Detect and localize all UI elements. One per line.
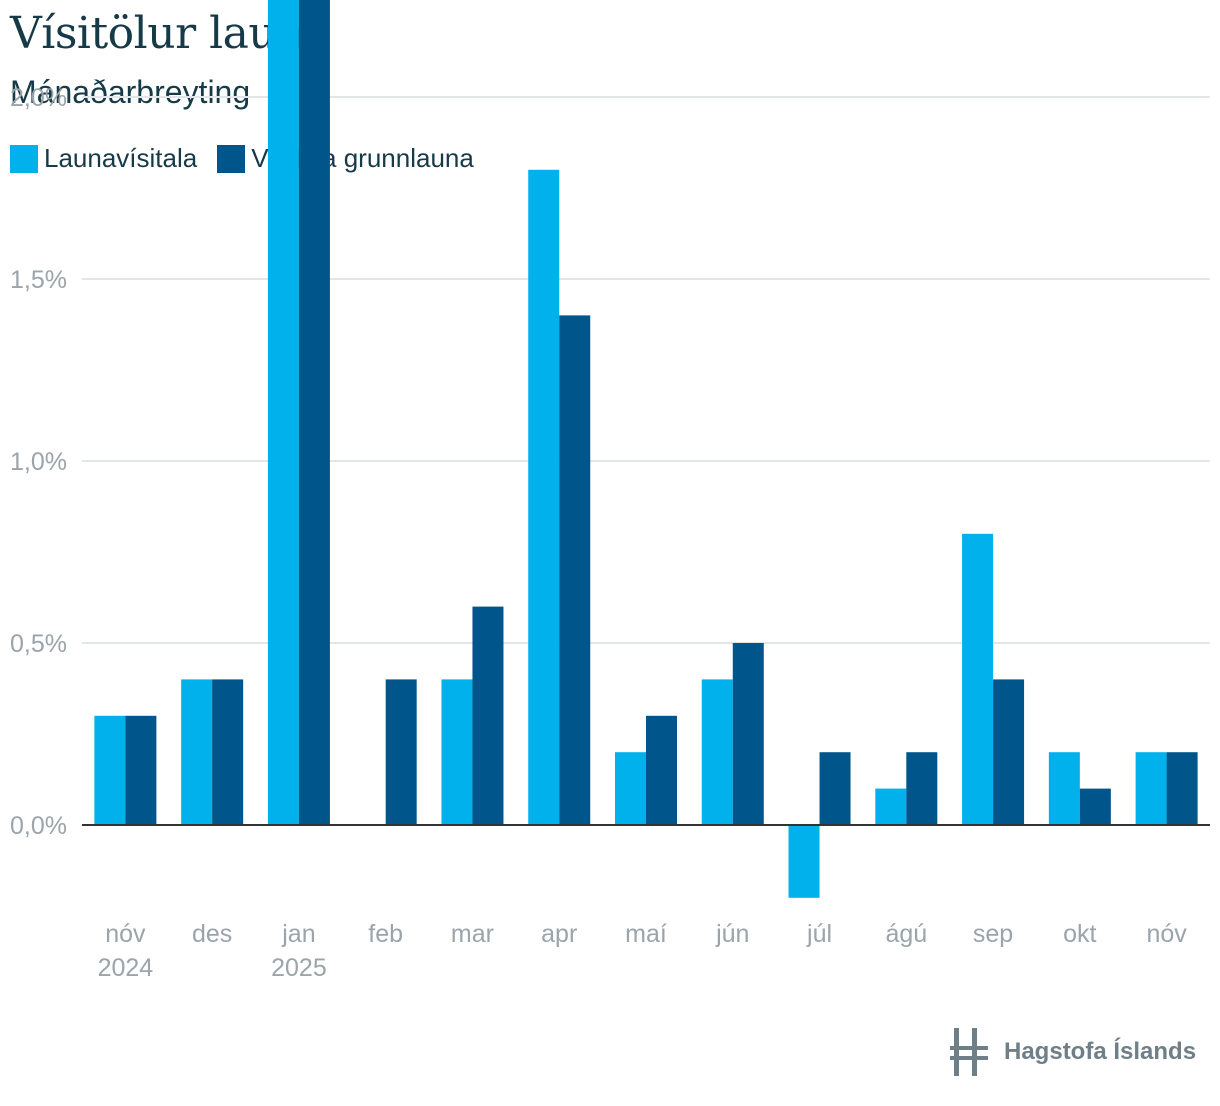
y-tick-label: 0,0%: [10, 812, 67, 840]
bar-visitala-grunnlauna: [906, 752, 938, 825]
legend-item-launavisitala[interactable]: Launavísitala: [10, 143, 197, 174]
bar-visitala-grunnlauna: [819, 752, 851, 825]
x-tick-label: jún: [715, 920, 749, 948]
bar-launavisitala: [1048, 752, 1080, 825]
x-tick-label: jan: [281, 920, 315, 948]
bar-visitala-grunnlauna: [993, 679, 1025, 825]
x-tick-label: apr: [541, 920, 577, 948]
hagstofa-logo-icon: [950, 1028, 988, 1076]
bar-launavisitala: [962, 533, 994, 825]
bar-chart: 0,0%0,5%1,0%1,5%2,0%2,5%3,0%nóv2024desja…: [10, 0, 1210, 982]
bar-visitala-grunnlauna: [732, 643, 764, 825]
bar-launavisitala: [615, 752, 646, 825]
bar-visitala-grunnlauna: [1166, 752, 1198, 825]
bar-launavisitala: [267, 0, 299, 826]
x-tick-label: okt: [1063, 920, 1096, 948]
logo-text: Hagstofa Íslands: [1004, 1038, 1197, 1065]
bar-launavisitala: [441, 679, 473, 825]
legend-label-launavisitala: Launavísitala: [44, 143, 198, 173]
x-tick-label: maí: [625, 920, 667, 948]
x-tick-year-label: 2024: [98, 954, 154, 982]
legend: Launavísitala Vísitala grunnlauna: [10, 143, 494, 174]
x-tick-label: júl: [806, 920, 832, 948]
bar-visitala-grunnlauna: [559, 315, 591, 825]
bar-visitala-grunnlauna: [298, 0, 330, 825]
x-tick-label: ágú: [885, 920, 927, 948]
bar-launavisitala: [528, 169, 560, 826]
bar-visitala-grunnlauna: [212, 679, 244, 825]
logo: Hagstofa Íslands: [950, 1026, 1196, 1078]
x-tick-label: mar: [451, 920, 494, 948]
chart-subtitle: Mánaðarbreyting: [10, 74, 251, 110]
bar-launavisitala: [875, 788, 907, 825]
x-tick-label: sep: [973, 920, 1013, 948]
bar-visitala-grunnlauna: [125, 715, 157, 825]
x-tick-label: feb: [368, 920, 403, 948]
bar-visitala-grunnlauna: [646, 715, 677, 825]
bar-launavisitala: [1135, 752, 1167, 825]
x-tick-label: nóv: [1146, 920, 1187, 948]
bar-visitala-grunnlauna: [385, 679, 417, 825]
x-tick-year-label: 2025: [271, 954, 327, 982]
y-tick-label: 0,5%: [10, 630, 67, 658]
bar-launavisitala: [701, 679, 733, 825]
y-tick-label: 2,0%: [10, 84, 67, 112]
bar-launavisitala: [788, 825, 820, 898]
x-tick-label: nóv: [105, 920, 146, 948]
bar-visitala-grunnlauna: [1079, 788, 1111, 825]
bar-launavisitala: [94, 715, 126, 825]
legend-swatch-visitala-grunnlauna: [217, 144, 246, 173]
bar-launavisitala: [181, 679, 213, 825]
y-tick-label: 1,5%: [10, 266, 67, 294]
y-tick-label: 1,0%: [10, 448, 67, 476]
bar-visitala-grunnlauna: [472, 606, 504, 825]
x-tick-label: des: [192, 920, 232, 948]
legend-swatch-launavisitala: [10, 144, 38, 173]
